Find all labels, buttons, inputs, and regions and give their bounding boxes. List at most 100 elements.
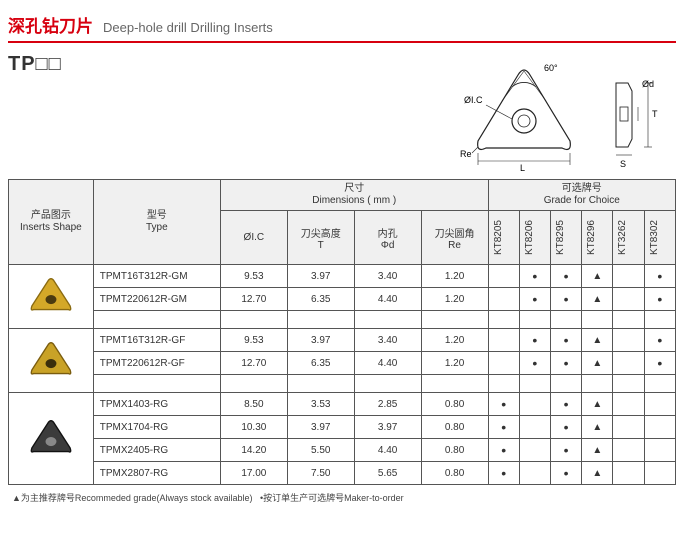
- grade-cell: [519, 416, 550, 439]
- dim-cell: 3.97: [287, 265, 354, 288]
- grade-cell: [519, 265, 550, 288]
- dim-cell: 6.35: [287, 288, 354, 311]
- dimcol-2: 内孔Φd: [354, 211, 421, 265]
- dim-cell: 8.50: [220, 393, 287, 416]
- hdr-grade: 可选牌号 Grade for Choice: [488, 180, 675, 211]
- blank: [93, 375, 220, 393]
- grade-cell: [550, 329, 581, 352]
- table-row: TPMX2807-RG17.007.505.650.80: [9, 462, 676, 485]
- grade-cell: [488, 393, 519, 416]
- grade-cell: [613, 393, 644, 416]
- grade-cell: [550, 352, 581, 375]
- blank-row: [9, 375, 676, 393]
- dim-cell: 4.40: [354, 288, 421, 311]
- dim-cell: 1.20: [421, 352, 488, 375]
- grade-cell: [582, 416, 613, 439]
- subtitle: TP□□: [8, 53, 62, 76]
- grade-cell: [550, 288, 581, 311]
- dim-cell: 3.40: [354, 265, 421, 288]
- dim-s: S: [620, 159, 626, 169]
- grade-cell: [488, 416, 519, 439]
- grade-cell: [644, 439, 675, 462]
- gradecol-4: KT3262: [613, 211, 644, 265]
- blank: [287, 311, 354, 329]
- grade-cell: [582, 462, 613, 485]
- blank: [93, 311, 220, 329]
- hdr-dim: 尺寸 Dimensions ( mm ): [220, 180, 488, 211]
- dim-cell: 10.30: [220, 416, 287, 439]
- dim-cell: 0.80: [421, 393, 488, 416]
- dimcol-0: ØI.C: [220, 211, 287, 265]
- grade-cell: [488, 439, 519, 462]
- grade-cell: [613, 265, 644, 288]
- technical-diagram: 60° ØI.C Re L Ød: [416, 53, 676, 173]
- dim-cell: 1.20: [421, 329, 488, 352]
- dim-t: T: [652, 109, 658, 119]
- blank: [421, 311, 488, 329]
- gradecol-5: KT8302: [644, 211, 675, 265]
- grade-cell: [488, 329, 519, 352]
- grade-cell: [644, 288, 675, 311]
- grade-cell: [613, 288, 644, 311]
- dim-l: L: [520, 163, 525, 173]
- dim-cell: 3.97: [354, 416, 421, 439]
- grade-cell: [550, 416, 581, 439]
- dim-cell: 3.40: [354, 329, 421, 352]
- hdr-shape: 产品图示 Inserts Shape: [9, 180, 94, 265]
- blank: [613, 375, 644, 393]
- type-cell: TPMT220612R-GF: [93, 352, 220, 375]
- blank: [488, 311, 519, 329]
- grade-cell: [550, 393, 581, 416]
- blank: [354, 311, 421, 329]
- blank: [488, 375, 519, 393]
- blank: [287, 375, 354, 393]
- blank: [550, 375, 581, 393]
- dim-cell: 1.20: [421, 288, 488, 311]
- grade-cell: [644, 329, 675, 352]
- grade-cell: [488, 265, 519, 288]
- grade-cell: [550, 439, 581, 462]
- gradecol-0: KT8205: [488, 211, 519, 265]
- dim-cell: 4.40: [354, 439, 421, 462]
- type-cell: TPMX1403-RG: [93, 393, 220, 416]
- grade-cell: [582, 288, 613, 311]
- type-cell: TPMT16T312R-GF: [93, 329, 220, 352]
- grade-cell: [613, 416, 644, 439]
- grade-cell: [519, 329, 550, 352]
- gradecol-1: KT8206: [519, 211, 550, 265]
- blank: [421, 375, 488, 393]
- dimcol-1: 刀尖高度T: [287, 211, 354, 265]
- type-cell: TPMT220612R-GM: [93, 288, 220, 311]
- dim-cell: 0.80: [421, 462, 488, 485]
- blank: [582, 375, 613, 393]
- blank: [220, 311, 287, 329]
- gradecol-2: KT8295: [550, 211, 581, 265]
- gradecol-3: KT8296: [582, 211, 613, 265]
- table-row: TPMX2405-RG14.205.504.400.80: [9, 439, 676, 462]
- dim-cell: 17.00: [220, 462, 287, 485]
- grade-cell: [582, 393, 613, 416]
- dim-cell: 0.80: [421, 416, 488, 439]
- grade-cell: [519, 288, 550, 311]
- blank: [582, 311, 613, 329]
- grade-cell: [613, 439, 644, 462]
- grade-cell: [519, 439, 550, 462]
- dim-cell: 4.40: [354, 352, 421, 375]
- blank: [644, 375, 675, 393]
- dim-cell: 5.50: [287, 439, 354, 462]
- dim-cell: 3.97: [287, 329, 354, 352]
- grade-cell: [582, 352, 613, 375]
- table-row: TPMX1403-RG8.503.532.850.80: [9, 393, 676, 416]
- insert-shape: [9, 329, 94, 393]
- table-row: TPMX1704-RG10.303.973.970.80: [9, 416, 676, 439]
- dim-cell: 14.20: [220, 439, 287, 462]
- dim-cell: 9.53: [220, 329, 287, 352]
- dim-cell: 5.65: [354, 462, 421, 485]
- table-row: TPMT16T312R-GF9.533.973.401.20: [9, 329, 676, 352]
- grade-cell: [644, 352, 675, 375]
- legend: ▲为主推荐牌号Recommeded grade(Always stock ava…: [8, 491, 676, 504]
- grade-cell: [644, 462, 675, 485]
- grade-cell: [550, 265, 581, 288]
- blank: [613, 311, 644, 329]
- blank: [519, 311, 550, 329]
